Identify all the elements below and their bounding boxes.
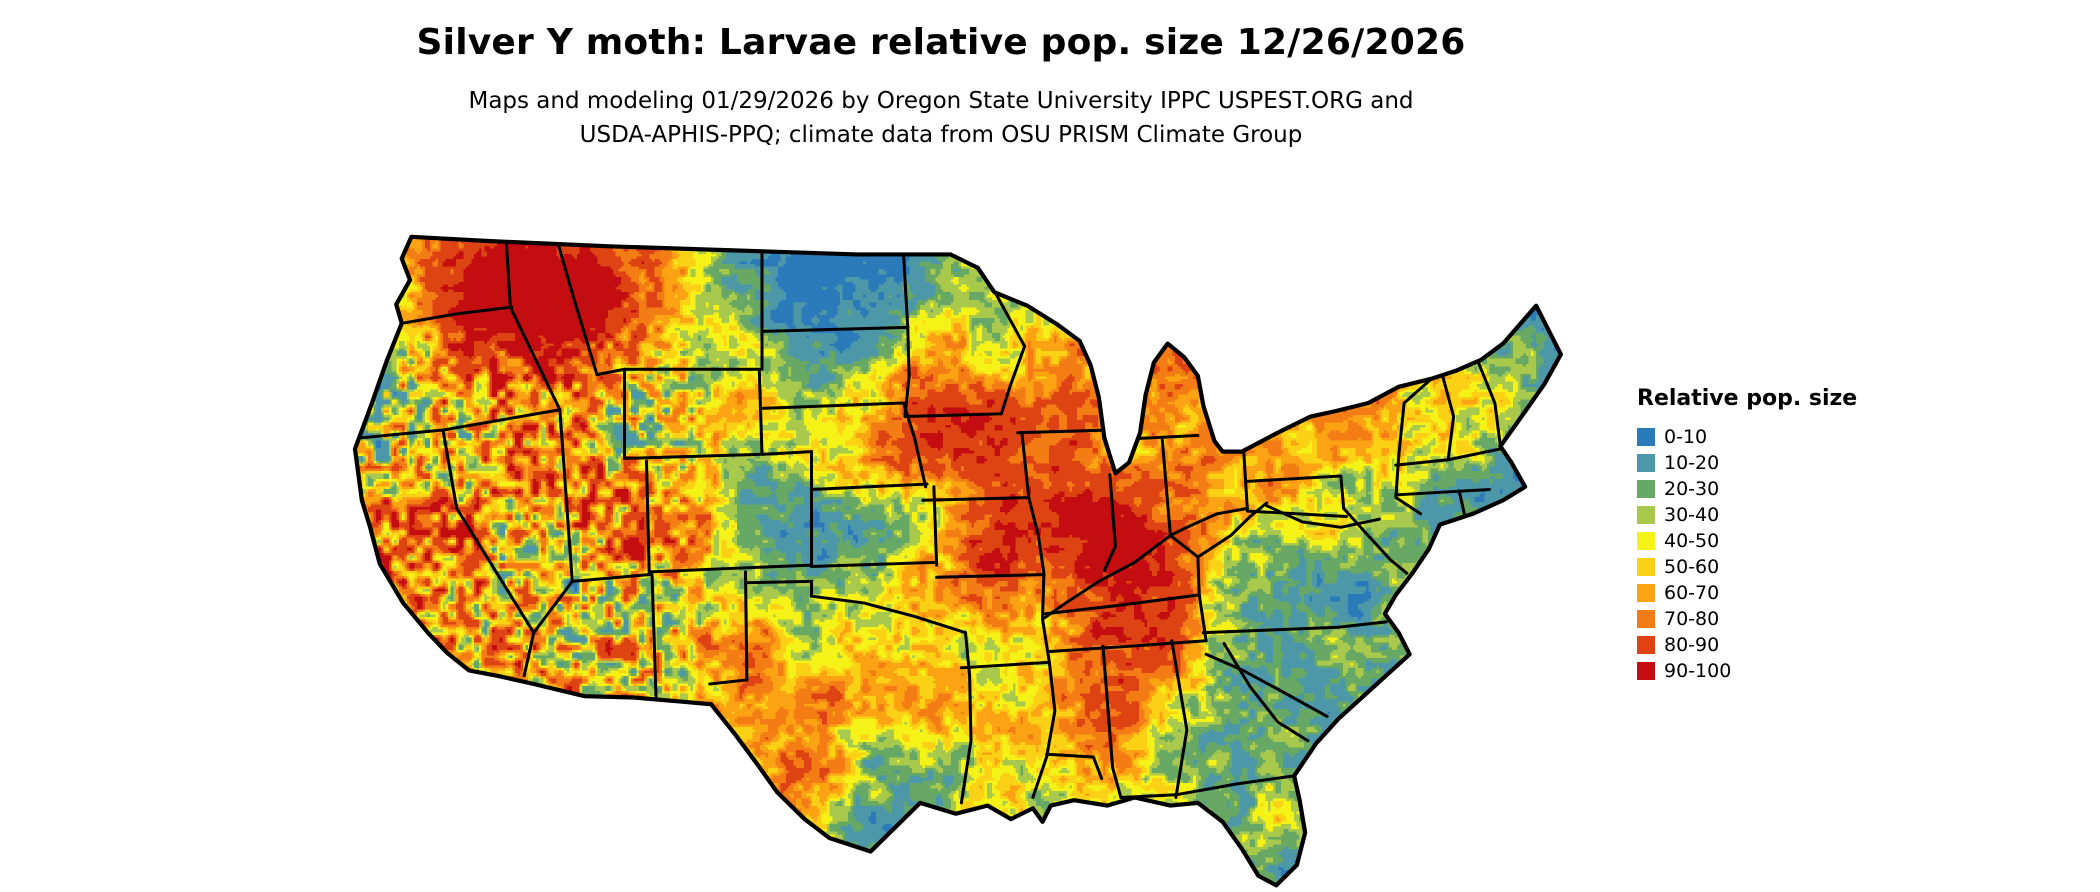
state-border [1174, 774, 1296, 797]
legend-item: 90-100 [1637, 658, 1937, 684]
legend-swatch [1637, 506, 1655, 524]
state-border [1170, 639, 1189, 799]
state-border [1046, 639, 1208, 654]
state-border [903, 412, 1003, 419]
state-border [1160, 436, 1172, 537]
legend-item-label: 20-30 [1664, 478, 1720, 500]
state-border [809, 560, 937, 568]
page-title: Silver Y moth: Larvae relative pop. size… [416, 22, 1466, 63]
state-border [532, 579, 574, 635]
legend-item: 20-30 [1637, 476, 1937, 502]
state-border [650, 573, 658, 702]
state-border [1020, 431, 1046, 621]
state-border [441, 428, 536, 678]
legend-item-label: 50-60 [1664, 556, 1720, 578]
state-border [1031, 617, 1057, 799]
state-border [932, 485, 939, 567]
state-border [1101, 644, 1123, 799]
state-border [644, 459, 651, 577]
state-border [1204, 652, 1329, 718]
us-map [352, 234, 1564, 888]
legend-item-label: 70-80 [1664, 608, 1720, 630]
legend-item: 50-60 [1637, 554, 1937, 580]
legend-swatch [1637, 428, 1655, 446]
state-border [508, 305, 562, 412]
legend-item-label: 30-40 [1664, 504, 1720, 526]
legend-item: 60-70 [1637, 580, 1937, 606]
legend-item: 0-10 [1637, 424, 1937, 450]
state-border [935, 573, 1046, 579]
state-border [760, 325, 910, 333]
legend-item: 30-40 [1637, 502, 1937, 528]
state-border [558, 408, 574, 583]
state-border [743, 570, 749, 682]
state-border [1265, 504, 1381, 529]
state-border [1476, 360, 1502, 448]
state-border [743, 579, 814, 585]
legend-item-label: 80-90 [1664, 634, 1720, 656]
state-border [921, 496, 1031, 502]
state-border [622, 452, 761, 460]
legend-title: Relative pop. size [1637, 386, 1858, 411]
state-border [1196, 501, 1269, 559]
state-border [760, 450, 814, 456]
legend: Relative pop. size 0-10 10-20 20-30 30-40 40… [1637, 386, 1937, 684]
legend-swatch [1637, 532, 1655, 550]
state-border [757, 367, 764, 456]
state-border [1394, 377, 1434, 516]
state-border [1040, 506, 1249, 621]
state-border [1043, 593, 1201, 616]
state-border [556, 243, 599, 377]
legend-item-label: 10-20 [1664, 452, 1720, 474]
legend-item: 40-50 [1637, 528, 1937, 554]
legend-swatch [1637, 662, 1655, 680]
legend-rows: 0-10 10-20 20-30 30-40 40-50 50-60 60-70 70-80 8… [1637, 424, 1937, 684]
legend-item: 70-80 [1637, 606, 1937, 632]
country-outline [352, 234, 1564, 888]
state-border [902, 401, 928, 489]
state-border [1394, 487, 1491, 497]
legend-item-label: 90-100 [1664, 660, 1732, 682]
state-border [1245, 474, 1346, 510]
state-border [1102, 473, 1117, 573]
state-border [760, 401, 906, 410]
legend-item: 80-90 [1637, 632, 1937, 658]
legend-item-label: 0-10 [1664, 426, 1708, 448]
state-border [1245, 509, 1348, 518]
legend-item-label: 60-70 [1664, 582, 1720, 604]
map-attribution: Maps and modeling 01/29/2026 by Oregon S… [0, 84, 1882, 152]
state-borders [356, 239, 1502, 805]
state-border [647, 563, 814, 574]
state-border [959, 631, 973, 805]
legend-item-label: 40-50 [1664, 530, 1720, 552]
state-border [1201, 620, 1388, 635]
state-border [809, 482, 929, 491]
state-border [1045, 752, 1104, 781]
state-border [570, 573, 651, 583]
state-border [809, 594, 968, 635]
state-border [994, 292, 1027, 416]
state-border [400, 305, 514, 325]
population-raster [355, 236, 1561, 886]
state-border [504, 239, 512, 309]
legend-swatch [1637, 636, 1655, 654]
legend-swatch [1637, 558, 1655, 576]
state-border [959, 660, 1050, 670]
legend-swatch [1637, 454, 1655, 472]
state-border [1222, 641, 1310, 743]
state-border [902, 254, 911, 419]
attribution-line-1: Maps and modeling 01/29/2026 by Oregon S… [468, 88, 1414, 114]
state-border [1342, 506, 1409, 575]
state-border [1016, 428, 1112, 435]
state-border [1457, 489, 1467, 517]
state-border [708, 678, 749, 686]
legend-swatch [1637, 480, 1655, 498]
attribution-line-2: USDA-APHIS-PPQ; climate data from OSU PR… [579, 122, 1303, 148]
us-map-area [278, 172, 1598, 888]
legend-swatch [1637, 610, 1655, 628]
state-border [1441, 374, 1456, 462]
legend-item: 10-20 [1637, 450, 1937, 476]
legend-swatch [1637, 584, 1655, 602]
